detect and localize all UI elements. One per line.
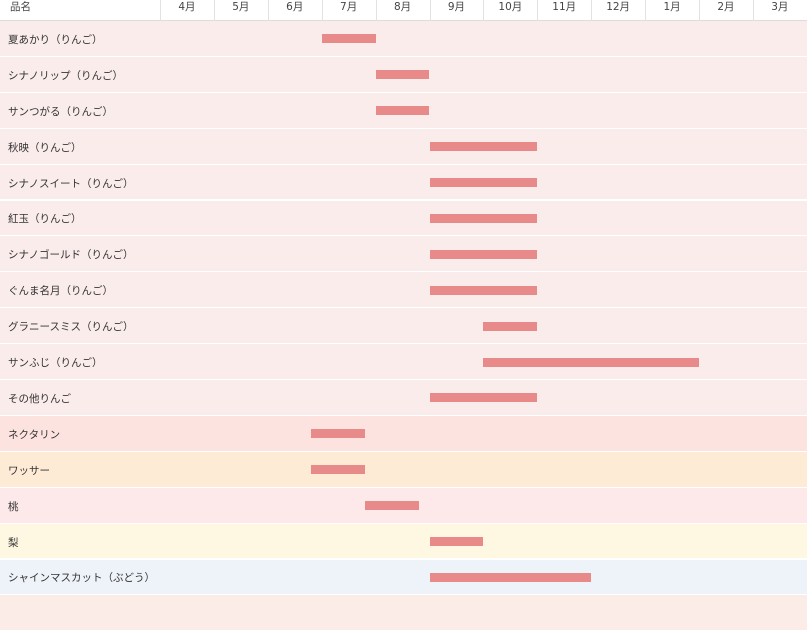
row-label: サンつがる（りんご） — [8, 105, 113, 118]
season-bar — [321, 34, 376, 44]
row-label: 紅玉（りんご） — [8, 213, 82, 226]
chart-row: サンふじ（りんご） — [0, 344, 807, 380]
header-separator — [321, 0, 323, 21]
chart-row — [0, 595, 807, 631]
header-separator — [537, 0, 539, 21]
month-header: 12月 — [606, 1, 631, 13]
season-bar — [483, 321, 538, 331]
season-bar — [429, 285, 538, 295]
chart-row: サンつがる（りんご） — [0, 92, 807, 129]
header-separator — [752, 0, 754, 21]
chart-row: 夏あかり（りんご） — [0, 21, 807, 57]
month-header: 3月 — [771, 1, 789, 13]
chart-row: シナノリップ（りんご） — [0, 56, 807, 93]
chart-header: 品名 4月 5月 6月 7月 8月 9月 10月 11月 12月 1月 2月 3月 — [0, 0, 807, 21]
season-bar — [429, 393, 538, 403]
season-bar — [429, 213, 538, 223]
row-label: 秋映（りんご） — [8, 141, 82, 154]
header-separator — [213, 0, 215, 21]
header-separator — [375, 0, 377, 21]
header-separator — [699, 0, 700, 21]
month-header: 6月 — [286, 1, 304, 13]
header-separator — [645, 0, 647, 21]
chart-row: シナノスイート（りんご） — [0, 164, 807, 201]
row-label: その他りんご — [8, 392, 71, 405]
season-bar — [429, 178, 538, 188]
season-bar — [310, 465, 365, 475]
row-label: グラニースミス（りんご） — [8, 321, 134, 334]
month-header: 2月 — [717, 1, 735, 13]
chart-row: 梨 — [0, 523, 807, 560]
row-label: ワッサー — [8, 464, 50, 477]
name-column-header: 品名 — [10, 1, 31, 13]
chart-row: ネクタリン — [0, 415, 807, 452]
chart-row: ワッサー — [0, 451, 807, 488]
chart-row: グラニースミス（りんご） — [0, 308, 807, 345]
header-separator — [160, 0, 161, 21]
month-header: 11月 — [552, 1, 577, 13]
season-bar — [375, 70, 430, 80]
chart-row: シナノゴールド（りんご） — [0, 236, 807, 273]
chart-row: 紅玉（りんご） — [0, 200, 807, 237]
month-header: 5月 — [232, 1, 250, 13]
chart-row: その他りんご — [0, 380, 807, 416]
season-bar — [364, 501, 419, 511]
chart-row: シャインマスカット（ぶどう） — [0, 559, 807, 596]
header-separator — [591, 0, 593, 21]
season-bar — [429, 249, 538, 259]
row-label: ぐんま名月（りんご） — [8, 285, 113, 298]
row-label: シナノスイート（りんご） — [8, 177, 134, 190]
month-header: 8月 — [393, 1, 412, 13]
season-bar — [375, 106, 430, 116]
month-header: 4月 — [178, 1, 196, 13]
row-label: シナノリップ（りんご） — [8, 69, 123, 82]
chart-row: ぐんま名月（りんご） — [0, 272, 807, 309]
row-label: 夏あかり（りんご） — [8, 33, 103, 46]
header-separator — [483, 0, 485, 21]
season-bar — [429, 537, 484, 547]
season-bar — [429, 572, 592, 582]
season-bar — [310, 429, 365, 439]
row-label: シナノゴールド（りんご） — [8, 249, 134, 262]
row-label: サンふじ（りんご） — [8, 357, 103, 370]
month-header: 1月 — [663, 1, 681, 13]
season-bar — [483, 357, 699, 367]
month-header: 7月 — [340, 1, 358, 13]
header-separator — [267, 0, 269, 21]
row-label: シャインマスカット（ぶどう） — [8, 572, 155, 585]
row-label: ネクタリン — [8, 428, 61, 441]
month-header: 10月 — [498, 1, 523, 13]
month-header: 9月 — [447, 1, 466, 13]
row-label: 桃 — [8, 500, 19, 513]
header-separator — [429, 0, 431, 21]
season-bar — [429, 142, 538, 152]
chart-row: 桃 — [0, 487, 807, 524]
row-label: 梨 — [8, 536, 19, 549]
chart-row: 秋映（りんご） — [0, 128, 807, 165]
